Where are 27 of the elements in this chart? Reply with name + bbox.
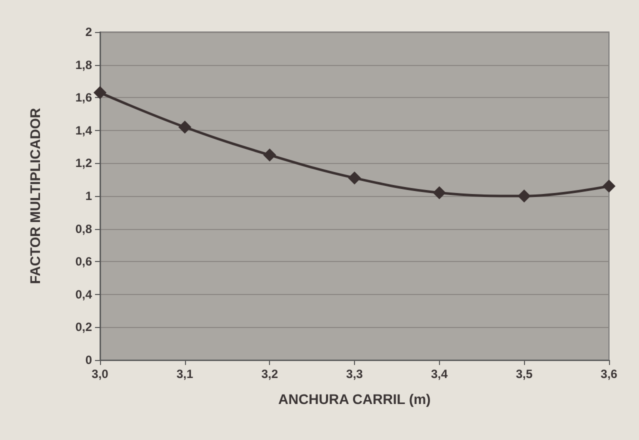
x-tick-label: 3,5 bbox=[516, 367, 533, 381]
y-tick-label: 1,6 bbox=[75, 90, 92, 105]
y-tick-label: 0,4 bbox=[75, 287, 92, 302]
y-tick-label: 1,2 bbox=[75, 156, 92, 170]
point bbox=[518, 190, 531, 202]
x-tick-label: 3,0 bbox=[92, 367, 109, 381]
point bbox=[348, 171, 361, 184]
point bbox=[263, 148, 276, 162]
y-axis-title: FACTOR MULTIPLICADOR bbox=[27, 108, 43, 284]
y-tick-label: 0,2 bbox=[75, 320, 92, 334]
point bbox=[94, 86, 106, 100]
x-axis-title: ANCHURA CARRIL (m) bbox=[278, 391, 431, 407]
point bbox=[602, 180, 616, 193]
x-tick-label: 3,4 bbox=[430, 367, 448, 381]
y-tick-label: 1,8 bbox=[75, 58, 92, 72]
x-tick-label: 3,2 bbox=[261, 367, 278, 381]
x-tick-label: 3,6 bbox=[600, 367, 618, 381]
point bbox=[432, 186, 446, 200]
x-tick-label: 3,3 bbox=[346, 367, 364, 381]
y-tick-label: 0,8 bbox=[75, 222, 92, 236]
x-tick-label: 3,1 bbox=[176, 367, 194, 381]
point bbox=[178, 120, 192, 134]
y-tick-label: 0,6 bbox=[75, 254, 92, 269]
y-tick-label: 0 bbox=[85, 353, 92, 367]
y-tick-label: 2 bbox=[85, 25, 92, 39]
y-tick-label: 1 bbox=[85, 189, 92, 203]
y-tick-label: 1,4 bbox=[75, 123, 92, 138]
